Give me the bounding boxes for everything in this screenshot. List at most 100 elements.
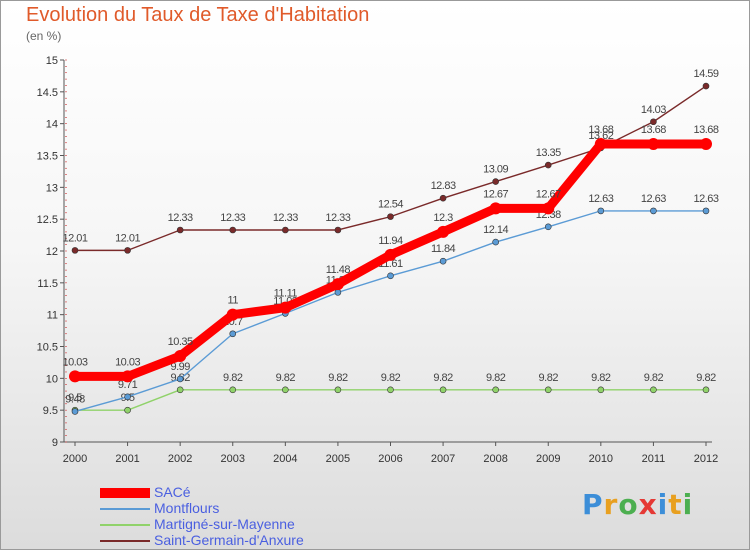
x-tick-label: 2008 [483, 453, 507, 465]
data-point [124, 247, 131, 254]
x-tick-label: 2010 [589, 453, 613, 465]
data-point [387, 386, 394, 394]
data-point [594, 138, 607, 151]
data-point [282, 226, 289, 234]
data-point [650, 207, 657, 215]
data-point [544, 386, 552, 394]
data-point [702, 386, 710, 394]
data-point [176, 386, 184, 394]
x-tick-label: 2000 [63, 453, 87, 465]
x-tick-label: 2004 [273, 453, 297, 465]
y-tick-label: 13.5 [37, 151, 58, 163]
data-label: 9.82 [381, 372, 401, 384]
data-label: 13.35 [536, 147, 561, 159]
data-label: 11.84 [431, 243, 456, 255]
y-tick-label: 14 [46, 119, 58, 131]
data-point [229, 386, 237, 394]
x-tick-label: 2003 [221, 453, 245, 465]
data-label: 12.63 [588, 193, 613, 205]
data-label: 14.03 [641, 104, 666, 116]
data-point [387, 213, 394, 220]
x-tick-label: 2006 [378, 453, 402, 465]
data-point [282, 386, 289, 394]
data-label: 9.99 [170, 361, 190, 373]
data-point [544, 223, 552, 231]
data-point [437, 225, 450, 238]
legend-swatch [100, 540, 150, 542]
legend-label: Montflours [154, 500, 220, 516]
y-tick-label: 12.5 [37, 214, 58, 226]
data-label: 9.82 [644, 372, 664, 384]
data-label: 9.5 [68, 392, 82, 404]
data-point [439, 386, 447, 394]
x-tick-label: 2012 [694, 453, 718, 465]
data-point [279, 301, 292, 314]
data-point [384, 248, 397, 261]
data-label: 10.35 [168, 336, 193, 348]
data-label: 11 [228, 295, 239, 307]
data-point [71, 408, 79, 415]
data-point [700, 138, 712, 151]
data-label: 9.82 [276, 372, 296, 384]
data-label: 9.82 [539, 372, 559, 384]
data-point [334, 226, 342, 234]
data-label: 12.33 [273, 212, 298, 224]
data-point [650, 118, 657, 126]
data-point [489, 202, 502, 215]
proxiti-logo: Proxiti [582, 488, 694, 521]
data-point [174, 350, 187, 363]
data-label: 9.82 [486, 372, 506, 384]
data-point [387, 272, 394, 280]
legend-swatch [100, 524, 150, 526]
chart-subtitle: (en %) [26, 29, 62, 43]
data-label: 12.33 [325, 212, 350, 224]
y-tick-label: 12 [46, 246, 58, 258]
data-point [439, 257, 447, 265]
data-point [597, 207, 605, 215]
data-label: 12.33 [168, 212, 193, 224]
data-point [69, 370, 81, 383]
x-tick-label: 2007 [431, 453, 455, 465]
legend-swatch [100, 508, 150, 510]
data-point [176, 375, 184, 383]
y-tick-label: 11 [47, 310, 58, 322]
data-label: 13.62 [588, 130, 613, 142]
y-tick-label: 9 [52, 437, 58, 449]
data-label: 11.11 [274, 288, 298, 300]
data-label: 11.94 [378, 235, 403, 247]
data-point [542, 202, 555, 215]
data-label: 11.48 [326, 264, 351, 276]
data-point [334, 386, 342, 394]
chart-title: Evolution du Taux de Taxe d'Habitation [26, 4, 370, 26]
data-point [492, 238, 499, 246]
data-label: 12.01 [115, 232, 140, 244]
x-tick-label: 2005 [326, 453, 350, 465]
data-label: 13.68 [588, 124, 613, 136]
y-tick-label: 9.5 [43, 405, 58, 417]
data-label: 12.3 [433, 212, 453, 224]
data-label: 10.03 [115, 356, 140, 368]
data-label: 9.82 [433, 372, 453, 384]
data-label: 13.68 [641, 124, 666, 136]
data-label: 12.33 [220, 212, 245, 224]
data-label: 9.82 [591, 372, 611, 384]
y-tick-label: 10 [46, 373, 58, 385]
data-label: 13.68 [693, 124, 718, 136]
data-label: 12.67 [483, 188, 508, 200]
data-label: 9.48 [65, 393, 85, 405]
data-point [176, 226, 184, 234]
x-tick-label: 2001 [115, 453, 139, 465]
series-line [74, 85, 707, 252]
x-tick-label: 2002 [168, 453, 192, 465]
data-label: 9.71 [118, 379, 138, 391]
data-point [702, 207, 710, 215]
data-label: 12.63 [641, 193, 666, 205]
data-point [331, 278, 344, 291]
data-point [650, 386, 657, 394]
data-point [334, 289, 342, 296]
data-label: 12.54 [378, 199, 403, 211]
data-point [597, 386, 605, 394]
data-point [702, 82, 710, 90]
